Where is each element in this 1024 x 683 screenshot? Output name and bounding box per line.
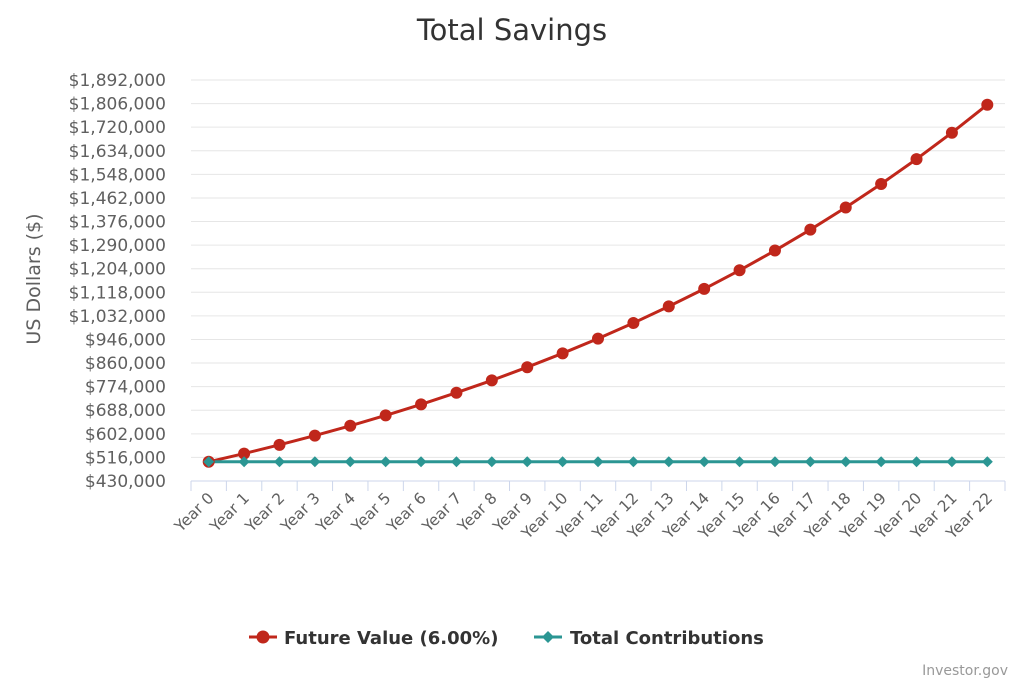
- total-contributions-point[interactable]: [911, 456, 923, 468]
- y-tick-label: $1,118,000: [69, 283, 166, 303]
- future-value-point[interactable]: [450, 386, 463, 399]
- future-value-point[interactable]: [981, 98, 994, 111]
- series-line-0: [208, 103, 989, 464]
- future-value-point[interactable]: [698, 282, 711, 295]
- x-tick-label: Year 0: [170, 489, 217, 536]
- total-contributions-point[interactable]: [946, 456, 958, 468]
- x-tick-label: Year 8: [454, 489, 501, 536]
- total-contributions-point[interactable]: [238, 456, 250, 468]
- total-contributions-point[interactable]: [486, 456, 498, 468]
- y-tick-label: $1,806,000: [69, 95, 166, 115]
- total-contributions-point[interactable]: [557, 456, 569, 468]
- future-value-point[interactable]: [344, 419, 357, 432]
- x-tick-label: Year 5: [347, 489, 394, 536]
- future-value-point[interactable]: [556, 347, 569, 360]
- future-value-point[interactable]: [839, 201, 852, 214]
- y-axis-ticks: $430,000 $516,000 $602,000 $688,000 $774,000…: [69, 71, 166, 492]
- y-axis-label: US Dollars ($): [23, 213, 45, 344]
- total-contributions-point[interactable]: [344, 456, 356, 468]
- y-tick-label: $602,000: [85, 425, 166, 445]
- total-contributions-point[interactable]: [875, 456, 887, 468]
- legend-label: Future Value (6.00%): [284, 628, 498, 649]
- y-tick-label: $1,720,000: [69, 118, 166, 138]
- future-value-point[interactable]: [521, 361, 534, 374]
- total-contributions-point[interactable]: [804, 456, 816, 468]
- grid-lines: [191, 79, 1005, 458]
- total-contributions-point[interactable]: [734, 456, 746, 468]
- y-tick-label: $774,000: [85, 378, 166, 398]
- legend[interactable]: Future Value (6.00%) Total Contributions: [249, 628, 764, 649]
- future-value-point[interactable]: [273, 438, 286, 451]
- x-tick-label: Year 1: [206, 489, 253, 536]
- total-contributions-point[interactable]: [203, 456, 215, 468]
- future-value-point[interactable]: [415, 398, 428, 411]
- total-contributions-point[interactable]: [415, 456, 427, 468]
- future-value-point[interactable]: [768, 244, 781, 257]
- y-tick-label: $1,376,000: [69, 213, 166, 233]
- x-tick-label: Year 4: [312, 489, 359, 536]
- circle-marker-icon: [256, 630, 270, 644]
- legend-item-1[interactable]: Total Contributions: [534, 628, 764, 649]
- y-tick-label: $1,634,000: [69, 142, 166, 162]
- credit-text[interactable]: Investor.gov: [922, 663, 1008, 679]
- total-contributions-point[interactable]: [450, 456, 462, 468]
- total-contributions-point[interactable]: [698, 456, 710, 468]
- total-contributions-point[interactable]: [627, 456, 639, 468]
- total-contributions-point[interactable]: [840, 456, 852, 468]
- total-contributions-point[interactable]: [981, 456, 993, 468]
- x-tick-label: Year 2: [241, 489, 288, 536]
- future-value-point[interactable]: [627, 316, 640, 329]
- y-tick-label: $1,892,000: [69, 71, 166, 91]
- future-value-point[interactable]: [379, 409, 392, 422]
- y-tick-label: $688,000: [85, 401, 166, 421]
- total-contributions-point[interactable]: [592, 456, 604, 468]
- y-tick-label: $430,000: [85, 472, 166, 492]
- total-contributions-point[interactable]: [309, 456, 321, 468]
- future-value-point[interactable]: [592, 332, 604, 345]
- total-contributions-point[interactable]: [273, 456, 285, 468]
- y-tick-label: $860,000: [85, 354, 166, 374]
- total-contributions-point[interactable]: [663, 456, 675, 468]
- future-value-point[interactable]: [910, 153, 923, 166]
- future-value-point[interactable]: [804, 223, 817, 236]
- y-tick-label: $946,000: [85, 330, 166, 350]
- total-contributions-point[interactable]: [380, 456, 392, 468]
- y-tick-label: $1,548,000: [69, 165, 166, 185]
- y-tick-label: $516,000: [85, 448, 166, 468]
- total-contributions-point[interactable]: [769, 456, 781, 468]
- y-tick-label: $1,204,000: [69, 260, 166, 280]
- x-tick-label: Year 6: [383, 489, 430, 536]
- future-value-point[interactable]: [875, 178, 888, 191]
- future-value-point[interactable]: [662, 300, 675, 313]
- y-tick-label: $1,032,000: [69, 307, 166, 327]
- total-contributions-point[interactable]: [521, 456, 533, 468]
- diamond-marker-icon: [542, 631, 554, 643]
- y-tick-label: $1,462,000: [69, 189, 166, 209]
- future-value-point[interactable]: [733, 264, 746, 277]
- legend-label: Total Contributions: [570, 628, 764, 649]
- future-value-point[interactable]: [485, 374, 498, 387]
- legend-item-0[interactable]: Future Value (6.00%): [249, 628, 498, 649]
- series-layer: [202, 98, 994, 468]
- chart-title: Total Savings: [416, 13, 607, 47]
- x-tick-label: Year 3: [277, 489, 324, 536]
- x-tick-label: Year 7: [418, 489, 465, 536]
- future-value-point[interactable]: [945, 126, 958, 139]
- future-value-point[interactable]: [238, 447, 251, 460]
- future-value-point[interactable]: [308, 429, 321, 442]
- y-tick-label: $1,290,000: [69, 236, 166, 256]
